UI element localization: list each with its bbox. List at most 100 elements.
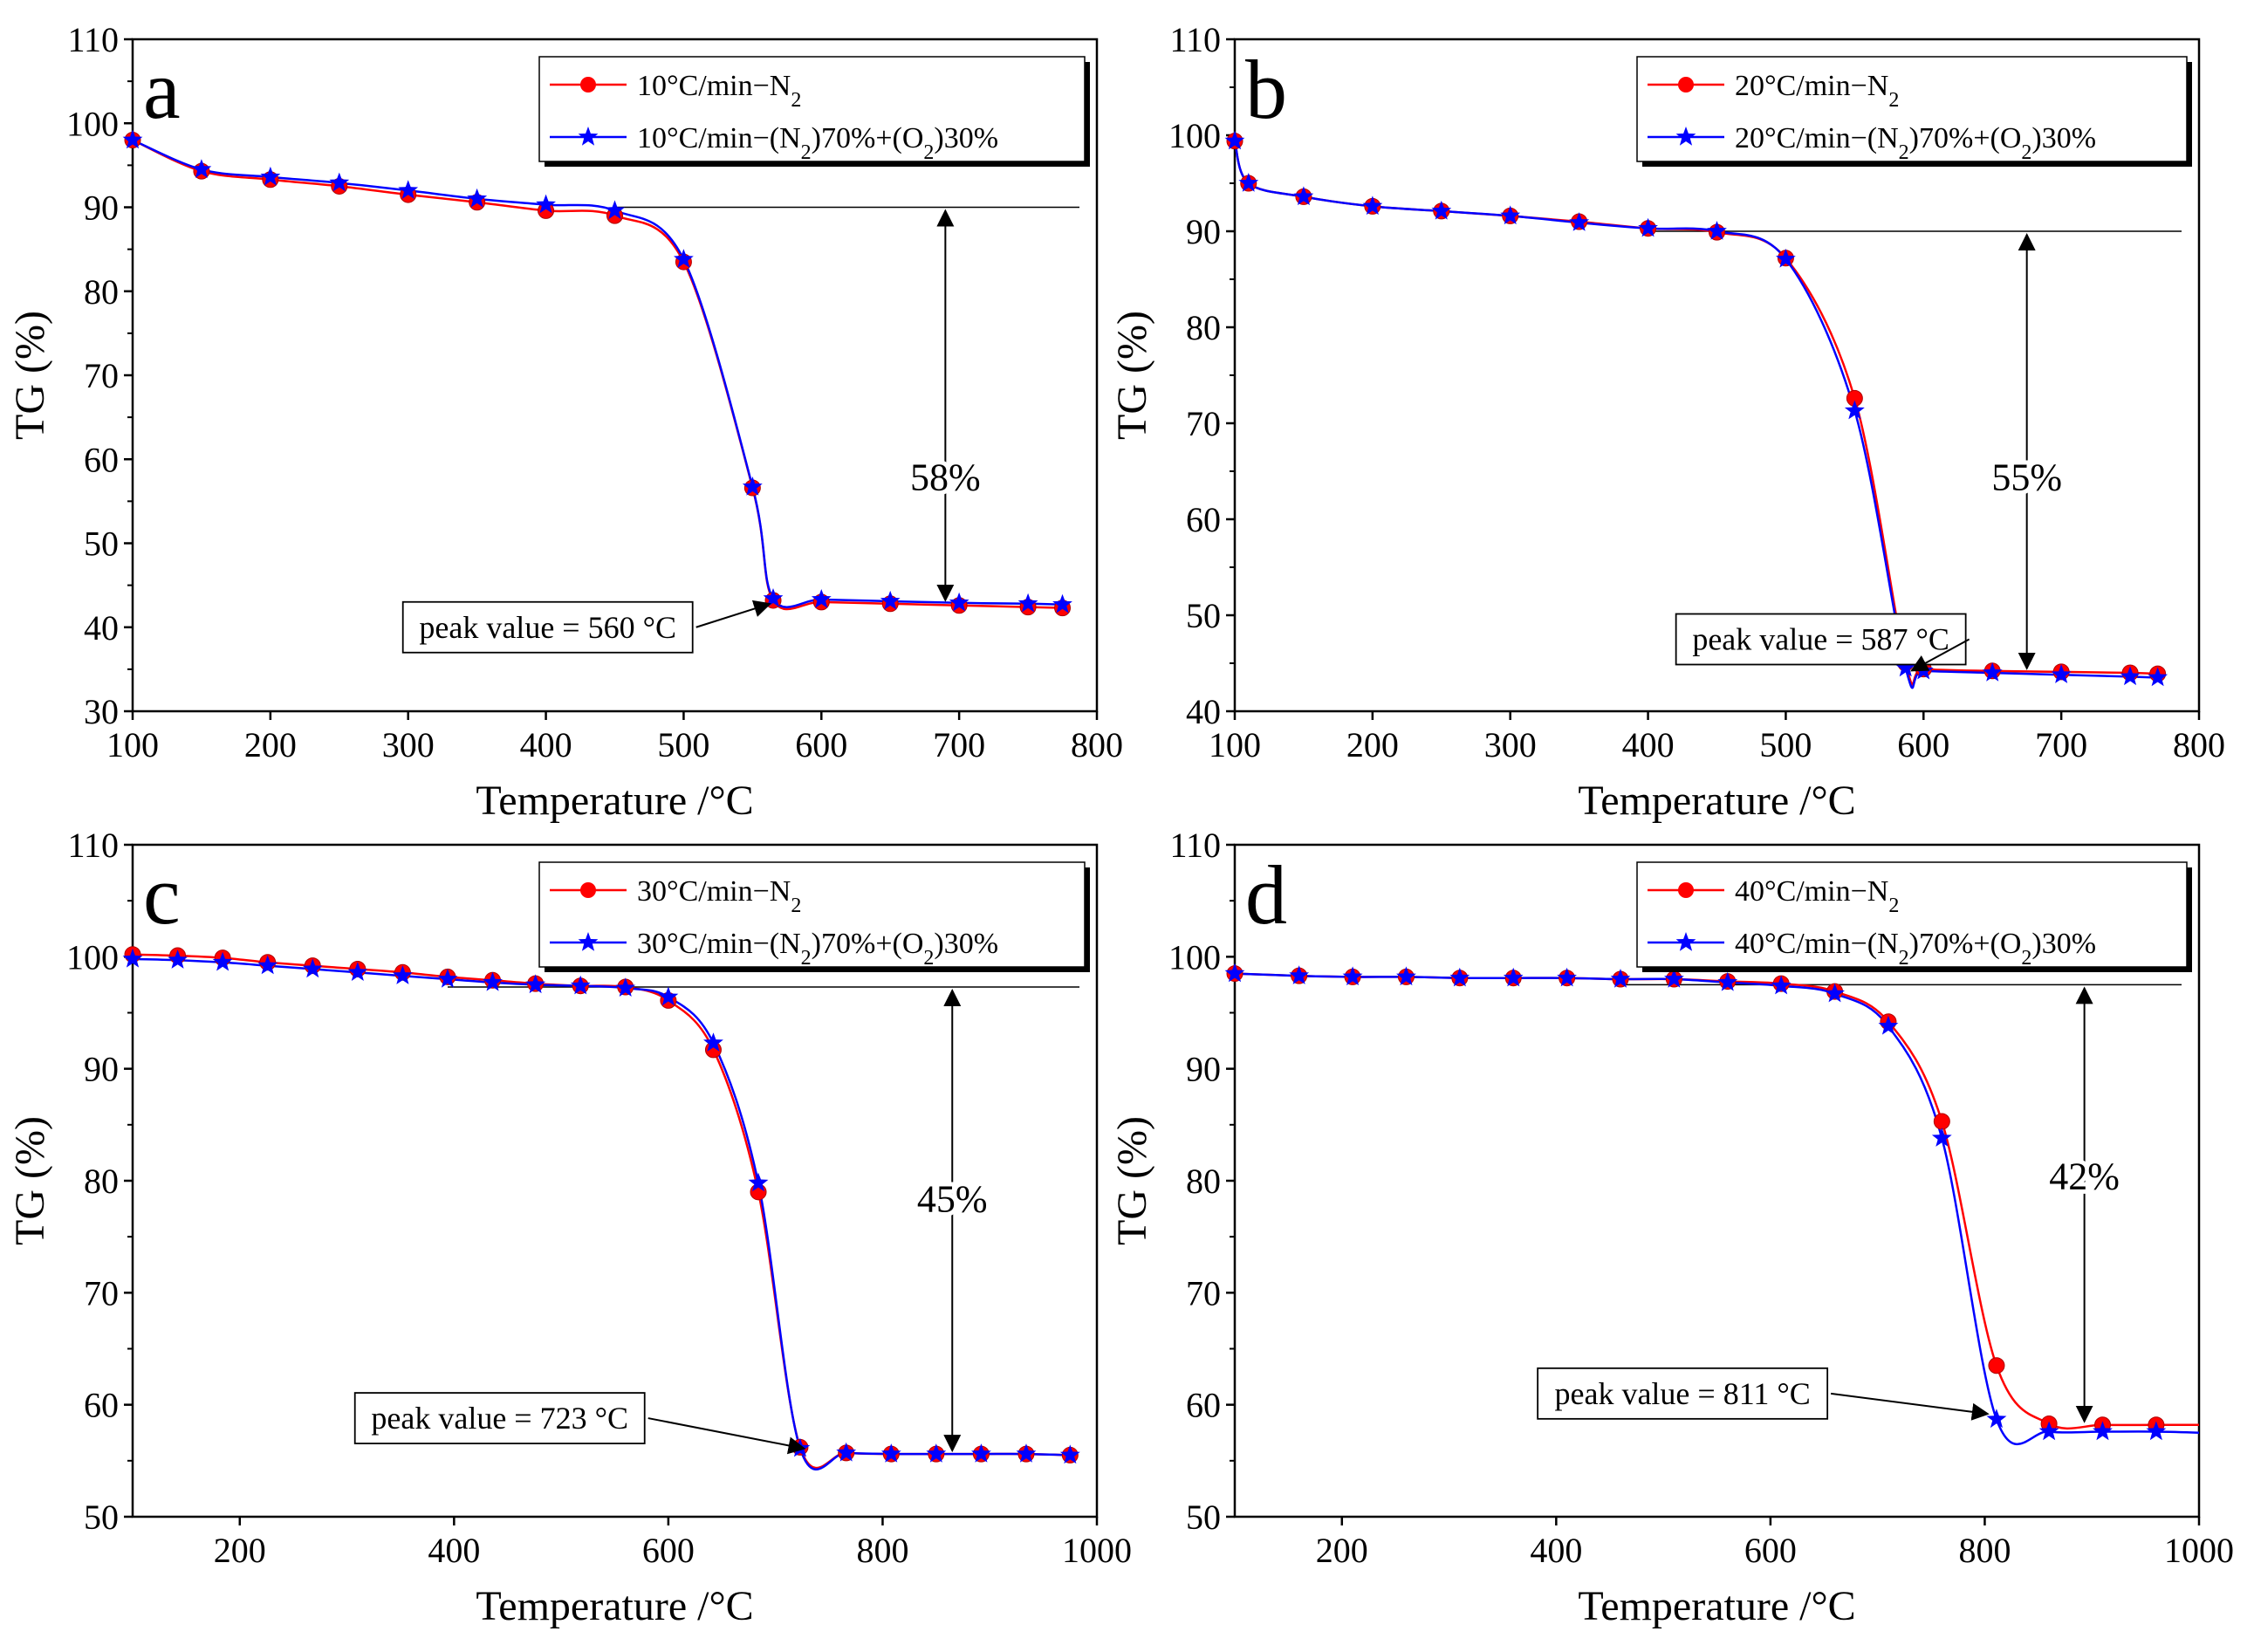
y-tick-label: 60 — [1186, 500, 1221, 539]
data-point-star — [1431, 200, 1452, 220]
legend-text-part: 2 — [1899, 947, 1909, 970]
legend-text-part: )70%+(O — [1909, 928, 2022, 960]
data-point-star — [1895, 657, 1916, 677]
y-tick-label: 70 — [1186, 404, 1221, 443]
data-point-star — [347, 962, 368, 981]
y-tick-label: 110 — [1169, 20, 1221, 59]
data-point-star — [763, 588, 784, 607]
data-point-star — [1776, 248, 1796, 268]
data-point-star — [1059, 1444, 1080, 1464]
legend-text-part: 20°C/min−(N — [1735, 122, 1899, 154]
x-axis-label: Temperature /°C — [476, 778, 753, 824]
legend-text-part: 2 — [801, 141, 812, 164]
peak-value-box — [401, 600, 694, 654]
y-tick-label: 80 — [1186, 1162, 1221, 1201]
peak-arrow — [647, 1417, 806, 1455]
legend-text-part: 20°C/min−N — [1735, 70, 1888, 102]
legend-marker-star — [1675, 932, 1696, 951]
y-tick-label: 60 — [84, 1386, 119, 1425]
y-tick-label: 110 — [67, 20, 119, 59]
legend-text-part: 40°C/min−N — [1735, 875, 1888, 908]
x-tick-label: 400 — [1530, 1531, 1582, 1570]
x-tick-label: 200 — [1346, 725, 1399, 764]
legend-marker-circle — [580, 77, 596, 93]
legend-box — [538, 861, 1086, 968]
data-point-star — [302, 958, 323, 978]
data-point-star — [1342, 966, 1363, 986]
data-point-star — [1500, 205, 1521, 225]
data-point-star — [1557, 967, 1577, 987]
y-tick-label: 110 — [1169, 826, 1221, 865]
data-point-star — [1569, 212, 1590, 231]
data-point-star — [437, 969, 458, 988]
data-point-star — [1224, 963, 1245, 983]
panel-letter: b — [1245, 43, 1287, 136]
data-point-star — [260, 166, 281, 186]
legend-label-0: 30°C/min−N2 — [637, 875, 801, 917]
data-point-star — [168, 949, 188, 969]
legend-label-0: 40°C/min−N2 — [1735, 875, 1899, 917]
legend-text-part: 2 — [923, 947, 934, 970]
y-tick-label: 90 — [1186, 1050, 1221, 1089]
y-tick-label: 50 — [84, 1498, 119, 1537]
legend-marker-circle — [1678, 882, 1694, 898]
x-tick-label: 1000 — [1062, 1531, 1132, 1570]
legend-box — [1636, 861, 2188, 968]
legend-text-part: 2 — [923, 141, 934, 164]
x-tick-label: 600 — [1897, 725, 1949, 764]
x-tick-label: 200 — [1316, 1531, 1368, 1570]
peak-value-label: peak value = 587 °C — [1692, 622, 1949, 657]
legend-marker-star — [1675, 127, 1696, 146]
x-tick-label: 800 — [1958, 1531, 2011, 1570]
data-point-star — [1052, 593, 1072, 614]
chart-panel-d: 200 400 600 800 1000 50 60 70 80 90 100 110 Temperat… — [1109, 826, 2234, 1629]
legend-label-0: 10°C/min−N2 — [637, 70, 801, 112]
data-point-star — [1707, 221, 1727, 240]
y-tick-label: 60 — [84, 440, 119, 479]
series-line-0 — [1234, 972, 2199, 1430]
y-tick-label: 40 — [1186, 692, 1221, 731]
data-point-star — [605, 200, 625, 220]
data-point-star — [257, 955, 278, 975]
data-point-star — [811, 589, 832, 608]
data-point-star — [742, 476, 763, 496]
x-tick-label: 600 — [1744, 1531, 1797, 1570]
legend-label-1: 20°C/min−(N2)70%+(O2)30% — [1735, 122, 2096, 164]
x-tick-label: 400 — [1622, 725, 1675, 764]
x-tick-label: 500 — [657, 725, 709, 764]
data-point-star — [880, 1443, 901, 1463]
y-tick-label: 70 — [84, 1273, 119, 1313]
legend-text-part: 30°C/min−(N — [637, 928, 801, 960]
peak-value-box — [353, 1392, 646, 1444]
x-tick-label: 700 — [2035, 725, 2087, 764]
y-tick-label: 40 — [84, 608, 119, 648]
data-point-star — [1878, 1015, 1899, 1035]
data-point-star — [1293, 186, 1314, 206]
legend-text-part: )70%+(O — [1909, 122, 2022, 154]
data-point-star — [1664, 969, 1684, 988]
data-point-star — [1238, 173, 1259, 192]
data-point-star — [1825, 983, 1845, 1003]
y-tick-label: 30 — [84, 692, 119, 731]
x-tick-label: 100 — [1209, 725, 1261, 764]
y-tick-label: 100 — [66, 937, 119, 977]
data-point-star — [191, 159, 212, 178]
data-point-star — [1396, 966, 1416, 986]
data-point-star — [122, 129, 143, 149]
y-tick-label: 100 — [1168, 116, 1221, 155]
data-point-star — [1362, 195, 1383, 216]
data-point-star — [329, 172, 350, 192]
mass-loss-label: 42% — [2049, 1155, 2120, 1198]
x-tick-label: 200 — [214, 1531, 266, 1570]
legend-text-part: 2 — [1899, 141, 1909, 164]
x-tick-label: 300 — [1484, 725, 1537, 764]
x-tick-label: 400 — [520, 725, 572, 764]
data-point-star — [615, 977, 636, 997]
data-point-star — [926, 1443, 947, 1463]
data-point-star — [880, 590, 901, 610]
legend-text-sub: 2 — [791, 89, 801, 112]
series-line-0 — [132, 139, 1063, 611]
panel-letter: d — [1245, 848, 1287, 942]
x-tick-label: 300 — [382, 725, 435, 764]
legend-text-part: )70%+(O — [812, 928, 924, 960]
